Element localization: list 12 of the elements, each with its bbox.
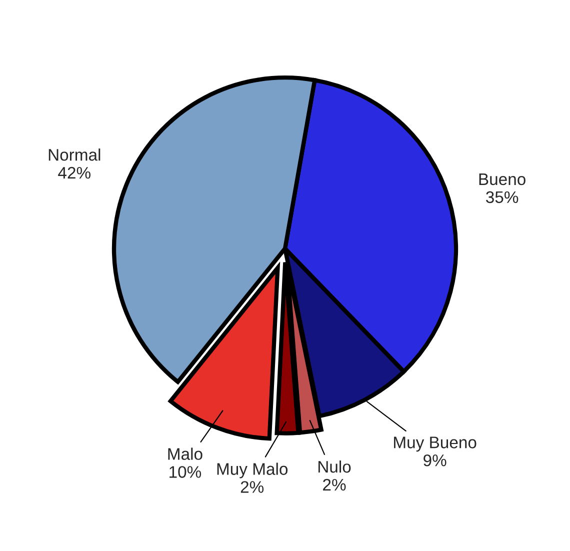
data-label: 2% [323,478,346,491]
data-label: 42% [58,166,90,179]
data-label: 9% [424,454,446,466]
slice-label: Malo [168,448,202,460]
slice-label: Muy Malo [217,462,288,478]
slice-label: Muy Bueno [394,436,476,452]
data-label: 2% [240,481,264,493]
slice-label: Normal [48,148,100,161]
slice-label: Nulo [318,460,351,473]
data-label: 35% [486,191,518,204]
data-label: 10% [170,466,202,478]
slice-label: Bueno [479,173,526,186]
